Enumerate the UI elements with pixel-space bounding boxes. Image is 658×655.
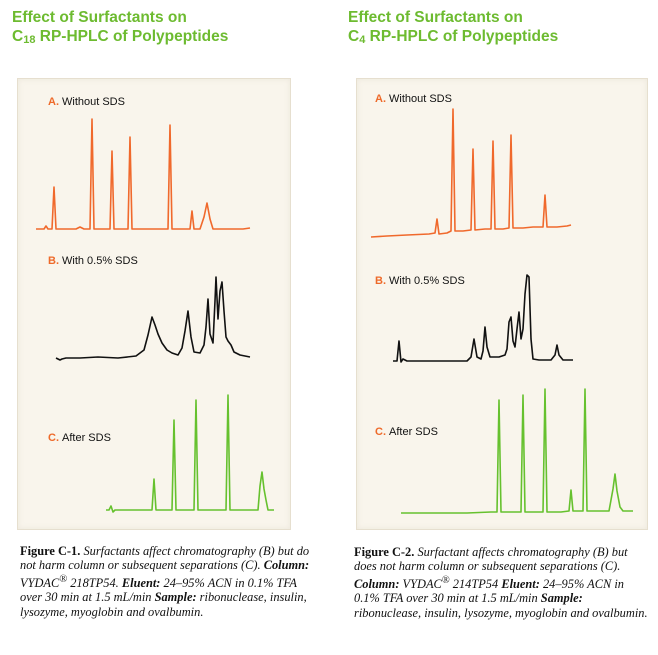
figure-2-label-c-text: After SDS xyxy=(389,426,438,438)
trace-a-without-sds xyxy=(36,118,251,230)
figure-1-title-rest: RP-HPLC of Polypeptides xyxy=(35,28,229,45)
figure-1-caption-sample-text: ribonuclease, insulin, lysozyme, myoglob… xyxy=(20,590,307,619)
figure-1-label-c-text: After SDS xyxy=(62,432,111,444)
figure-1-label-a: A. Without SDS xyxy=(48,96,125,108)
figure-1-chromatograms xyxy=(36,118,274,513)
figure-2-label-c-letter: C. xyxy=(375,426,386,438)
figure-2-title-line1: Effect of Surfactants on xyxy=(348,9,523,26)
figure-2-label-a-text: Without SDS xyxy=(389,93,452,105)
figure-2-caption-eluent-text: 24–95% ACN in 0.1% TFA over 30 min at 1.… xyxy=(354,576,624,606)
figure-1-caption-column-text: VYDAC xyxy=(20,575,60,590)
figure-2-label-c: C. After SDS xyxy=(375,426,438,438)
figure-2-caption-description: Surfactant affects chromatography (B) bu… xyxy=(354,545,628,574)
figure-1-caption-registered-mark: ® xyxy=(59,573,68,585)
trace-b-with-sds xyxy=(55,276,251,361)
figure-1-title: Effect of Surfactants on C18 RP-HPLC of … xyxy=(12,8,228,48)
trace-a-without-sds xyxy=(370,108,572,238)
trace-c-after-sds xyxy=(401,388,633,514)
figure-2-caption-registered-mark: ® xyxy=(441,574,450,586)
figure-2-caption-sample-text: ribonuclease, insulin, lysozyme, myoglob… xyxy=(354,605,648,620)
figure-2-label-b-letter: B. xyxy=(375,275,386,287)
figure-2-chromatogram-panel: A. Without SDS B. With 0.5% SDS C. After SD… xyxy=(356,78,648,530)
figure-2-chromatograms xyxy=(370,108,633,514)
figure-1-caption-description: Surfactants affect chromatography (B) bu… xyxy=(20,544,310,573)
figure-2-title-prefix: C xyxy=(348,28,360,45)
figure-2-caption-label: Figure C-2. xyxy=(354,545,415,559)
figure-1-label-c: C. After SDS xyxy=(48,432,111,444)
figure-1-caption-sample-label: Sample: xyxy=(154,590,197,605)
figure-1-caption-column-model: 218TP54. xyxy=(67,575,119,590)
figure-2-label-a-letter: A. xyxy=(375,93,386,105)
figure-2-title-subscript: 4 xyxy=(359,34,366,46)
figure-1-caption-label: Figure C-1. xyxy=(20,544,81,558)
figure-1-title-subscript: 18 xyxy=(23,34,36,46)
figure-1-label-b-text: With 0.5% SDS xyxy=(62,255,138,267)
figure-2-label-b-text: With 0.5% SDS xyxy=(389,275,465,287)
figure-1-label-a-text: Without SDS xyxy=(62,96,125,108)
figure-2-caption-column-text: VYDAC xyxy=(399,576,442,591)
figure-1-caption: Figure C-1. Surfactants affect chromatog… xyxy=(20,544,320,619)
figure-2-title: Effect of Surfactants on C4 RP-HPLC of P… xyxy=(348,8,558,48)
figure-1-title-prefix: C xyxy=(12,28,24,45)
trace-b-with-sds xyxy=(393,274,573,363)
figure-1-label-c-letter: C. xyxy=(48,432,59,444)
figure-2-caption-column-label: Column: xyxy=(354,576,400,591)
figure-2-title-rest: RP-HPLC of Polypeptides xyxy=(365,28,559,45)
figure-1-label-a-letter: A. xyxy=(48,96,59,108)
figure-2-caption: Figure C-2. Surfactant affects chromatog… xyxy=(354,545,650,620)
figure-1-chromatogram-panel: A. Without SDS B. With 0.5% SDS C. After SD… xyxy=(17,78,291,530)
figure-1-caption-column-label: Column: xyxy=(263,558,310,573)
figure-1-caption-eluent-label: Eluent: xyxy=(121,575,161,590)
figure-2-caption-sample-label: Sample: xyxy=(540,591,583,606)
figure-1-label-b-letter: B. xyxy=(48,255,59,267)
figure-1-caption-eluent-text: 24–95% ACN in 0.1% TFA over 30 min at 1.… xyxy=(20,575,297,605)
trace-c-after-sds xyxy=(106,394,274,513)
figure-1-label-b: B. With 0.5% SDS xyxy=(48,255,138,267)
figure-2-caption-eluent-label: Eluent: xyxy=(501,576,540,591)
figure-2-label-b: B. With 0.5% SDS xyxy=(375,275,465,287)
figure-2-label-a: A. Without SDS xyxy=(375,93,452,105)
figure-1-title-line1: Effect of Surfactants on xyxy=(12,9,187,26)
figure-2-caption-column-model: 214TP54 xyxy=(449,576,499,591)
